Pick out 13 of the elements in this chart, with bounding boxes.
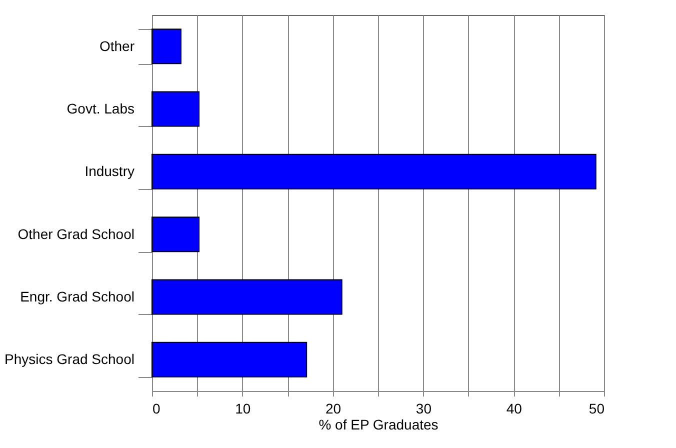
x-tick-label: 20 bbox=[326, 400, 342, 416]
x-tick-label: 50 bbox=[588, 400, 605, 416]
y-tick-label: Other Grad School bbox=[18, 226, 134, 242]
y-tick-label: Govt. Labs bbox=[66, 100, 134, 116]
x-tick-label: 30 bbox=[416, 400, 432, 416]
x-axis-title: % of EP Graduates bbox=[318, 416, 438, 432]
y-tick-label: Industry bbox=[84, 163, 134, 180]
y-tick-label: Physics Grad School bbox=[4, 351, 134, 368]
y-tick-label: Other bbox=[99, 38, 135, 54]
x-tick-label: 0 bbox=[152, 400, 160, 416]
x-tick-label: 10 bbox=[235, 400, 251, 416]
x-tick-label: 40 bbox=[506, 400, 522, 416]
y-tick-label: Engr. Grad School bbox=[20, 288, 134, 304]
